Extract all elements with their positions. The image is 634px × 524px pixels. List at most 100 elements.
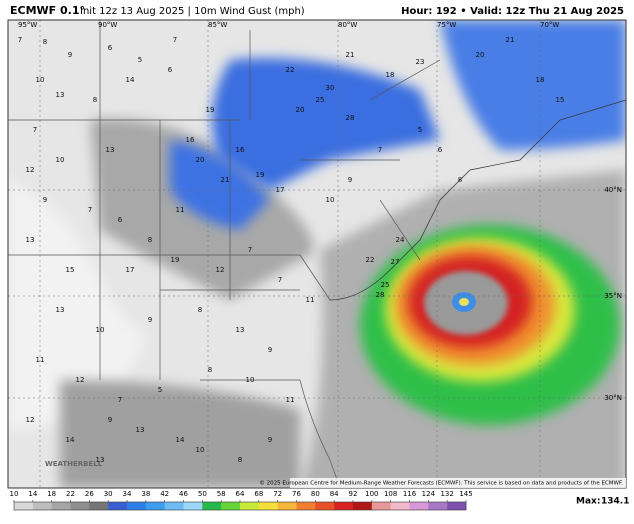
gust-label: 8 bbox=[198, 306, 202, 314]
borders bbox=[8, 20, 626, 488]
gust-label: 6 bbox=[438, 146, 443, 154]
gust-label: 13 bbox=[56, 306, 65, 314]
colorbar-segment bbox=[221, 502, 241, 510]
gust-label: 10 bbox=[56, 156, 65, 164]
gust-label: 8 bbox=[458, 176, 462, 184]
colorbar-segment bbox=[409, 502, 429, 510]
land-light bbox=[8, 180, 145, 430]
gust-label: 6 bbox=[118, 216, 123, 224]
colorbar-tick-label: 80 bbox=[311, 490, 320, 498]
gust-label: 23 bbox=[416, 58, 425, 66]
gust-label: 13 bbox=[236, 326, 245, 334]
gust-label: 7 bbox=[248, 246, 252, 254]
colorbar-segment bbox=[296, 502, 316, 510]
gust-label: 19 bbox=[256, 171, 265, 179]
gust-label: 9 bbox=[68, 51, 72, 59]
gulf bbox=[60, 380, 300, 488]
gust-label: 7 bbox=[173, 36, 177, 44]
gust-label: 11 bbox=[286, 396, 295, 404]
colorbar-segment bbox=[334, 502, 354, 510]
credit: © 2025 European Centre for Medium-Range … bbox=[259, 480, 623, 487]
gust-blue-2 bbox=[170, 140, 270, 230]
gust-label: 24 bbox=[396, 236, 405, 244]
gust-label: 11 bbox=[36, 356, 45, 364]
eye-center bbox=[459, 298, 469, 306]
colorbar-tick-label: 145 bbox=[459, 490, 472, 498]
gust-label: 5 bbox=[158, 386, 162, 394]
colorbar-segment bbox=[127, 502, 147, 510]
lon-label: 95°W bbox=[18, 21, 37, 29]
gust-label: 9 bbox=[268, 346, 272, 354]
gust-label: 27 bbox=[391, 258, 400, 266]
gust-label: 13 bbox=[56, 91, 65, 99]
gust-label: 12 bbox=[216, 266, 225, 274]
colorbar-tick-label: 72 bbox=[273, 490, 282, 498]
colorbar-tick-label: 116 bbox=[403, 490, 417, 498]
lon-label: 75°W bbox=[437, 21, 456, 29]
gust-label: 7 bbox=[118, 396, 122, 404]
lat-label: 30°N bbox=[604, 394, 622, 402]
gust-label: 20 bbox=[476, 51, 485, 59]
gust-label: 12 bbox=[26, 166, 35, 174]
gust-label: 19 bbox=[171, 256, 180, 264]
lon-label: 85°W bbox=[208, 21, 227, 29]
gust-label: 9 bbox=[148, 316, 152, 324]
colorbar-tick-label: 58 bbox=[217, 490, 226, 498]
colorbar-tick-label: 38 bbox=[141, 490, 150, 498]
gust-label: 14 bbox=[176, 436, 185, 444]
gust-label: 8 bbox=[208, 366, 212, 374]
colorbar-tick-label: 10 bbox=[10, 490, 19, 498]
colorbar-tick-label: 22 bbox=[66, 490, 75, 498]
gust-blue-ne bbox=[440, 20, 626, 150]
gust-label: 10 bbox=[196, 446, 205, 454]
gust-label: 7 bbox=[378, 146, 382, 154]
lat-label: 40°N bbox=[604, 186, 622, 194]
gust-label: 9 bbox=[108, 416, 112, 424]
gust-label: 7 bbox=[33, 126, 37, 134]
colorbar-segment bbox=[258, 502, 278, 510]
colorbar-tick-label: 34 bbox=[123, 490, 132, 498]
max-value: 134.1 bbox=[601, 497, 629, 507]
colorbar-tick-label: 100 bbox=[365, 490, 378, 498]
gust-label: 14 bbox=[66, 436, 75, 444]
gust-label: 21 bbox=[506, 36, 515, 44]
gust-label: 14 bbox=[126, 76, 135, 84]
gust-label: 7 bbox=[18, 36, 22, 44]
logo: WEATHERBELL bbox=[45, 460, 103, 468]
colorbar-segment bbox=[315, 502, 335, 510]
gust-label: 10 bbox=[96, 326, 105, 334]
colorbar-segment bbox=[145, 502, 165, 510]
gust-label: 28 bbox=[346, 114, 355, 122]
gust-label: 10 bbox=[326, 196, 335, 204]
colorbar-segment bbox=[32, 502, 52, 510]
colorbar-tick-label: 132 bbox=[440, 490, 453, 498]
colorbar-tick-label: 92 bbox=[349, 490, 358, 498]
gust-label: 19 bbox=[206, 106, 215, 114]
gust-label: 15 bbox=[66, 266, 75, 274]
gust-label: 21 bbox=[346, 51, 355, 59]
gust-label: 11 bbox=[306, 296, 315, 304]
gust-label: 25 bbox=[316, 96, 325, 104]
gust-label: 9 bbox=[43, 196, 47, 204]
colorbar-segment bbox=[428, 502, 448, 510]
colorbar-segment bbox=[277, 502, 297, 510]
colorbar-tick-label: 108 bbox=[384, 490, 397, 498]
colorbar-tick-label: 42 bbox=[160, 490, 169, 498]
colorbar-segment bbox=[89, 502, 109, 510]
gust-label: 13 bbox=[26, 236, 35, 244]
gust-label: 30 bbox=[326, 84, 335, 92]
model-name: ECMWF 0.1° bbox=[10, 4, 85, 17]
colorbar-segment bbox=[371, 502, 391, 510]
gust-label: 18 bbox=[536, 76, 545, 84]
max-label: Max: bbox=[576, 497, 600, 507]
colorbar-tick-label: 46 bbox=[179, 490, 188, 498]
lat-label: 35°N bbox=[604, 292, 622, 300]
gust-label: 13 bbox=[136, 426, 145, 434]
gust-label: 16 bbox=[236, 146, 245, 154]
colorbar-segment bbox=[183, 502, 203, 510]
gust-label: 8 bbox=[93, 96, 97, 104]
gust-label: 8 bbox=[148, 236, 152, 244]
gust-label: 8 bbox=[238, 456, 242, 464]
valid-time: Hour: 192 • Valid: 12z Thu 21 Aug 2025 bbox=[401, 6, 624, 17]
colorbar-tick-label: 18 bbox=[47, 490, 56, 498]
